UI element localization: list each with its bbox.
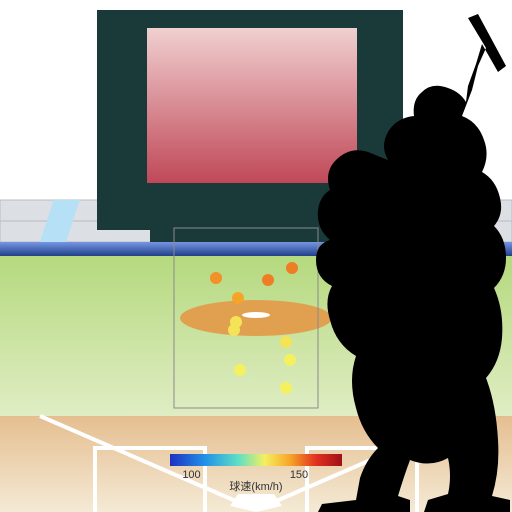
legend-label: 球速(km/h) [229,479,282,493]
pitch-marker [232,292,244,304]
pitch-marker [280,336,292,348]
pitch-marker [234,364,246,376]
pitch-marker [284,354,296,366]
pitch-location-chart: 100 150 球速(km/h) [0,0,512,512]
pitch-marker [210,272,222,284]
legend-tick: 150 [290,469,308,481]
pitch-marker [262,274,274,286]
pitch-marker [280,382,292,394]
pitch-marker [286,262,298,274]
legend-tick: 100 [182,469,200,481]
pitch-marker [228,324,240,336]
pitching-rubber [242,312,270,318]
